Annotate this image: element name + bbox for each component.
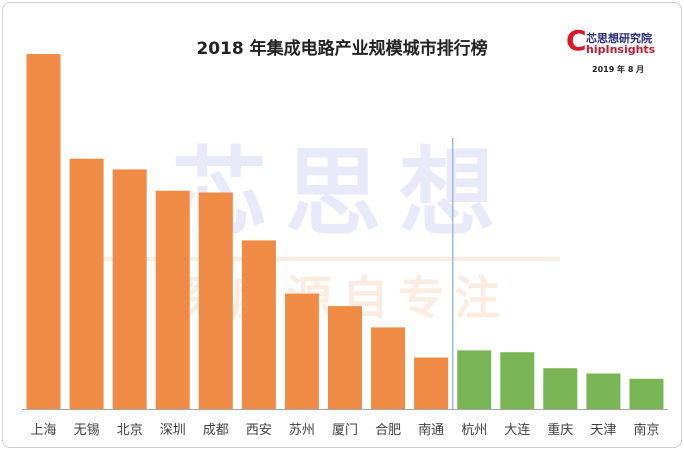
bar-11 [457,350,492,409]
x-tick-label: 上海 [30,423,56,438]
x-tick-label: 苏州 [289,422,315,438]
x-tick-label: 杭州 [461,423,487,438]
chart-title: 2018 年集成电路产业规模城市排行榜 [196,39,488,59]
x-tick-label: 南京 [633,422,659,438]
x-tick-label: 西安 [246,423,272,438]
logo-mark: C [566,24,587,57]
bar-12 [500,352,535,409]
bar-7 [284,293,319,409]
logo-en-name: hipInsights [586,43,656,56]
x-tick-label: 无锡 [74,423,100,438]
x-tick-label: 南通 [418,422,444,438]
bar-1 [26,54,61,409]
logo-cn-name: 芯思想研究院 [586,32,652,45]
bar-4 [155,190,190,409]
bar-15 [629,378,664,409]
x-tick-label: 北京 [117,423,143,438]
x-tick-label: 深圳 [160,423,186,438]
logo-date: 2019 年 8 月 [592,65,645,74]
x-tick-label: 厦门 [332,423,358,438]
bar-6 [241,240,276,409]
bar-8 [328,306,362,409]
x-tick-label: 成都 [203,423,229,438]
bar-2 [69,158,104,409]
bar-5 [198,192,233,409]
watermark-rule [80,257,560,261]
bar-3 [112,169,147,409]
x-tick-label: 天津 [590,423,616,438]
chipinsights-logo: C 芯思想研究院 hipInsights 2019 年 8 月 [566,26,666,78]
bar-13 [543,368,578,409]
bar-14 [586,373,621,409]
x-tick-label: 合肥 [375,423,401,438]
bar-9 [371,327,406,410]
x-tick-label: 大连 [504,422,530,438]
bar-10 [414,357,449,409]
x-tick-label: 重庆 [547,422,573,438]
